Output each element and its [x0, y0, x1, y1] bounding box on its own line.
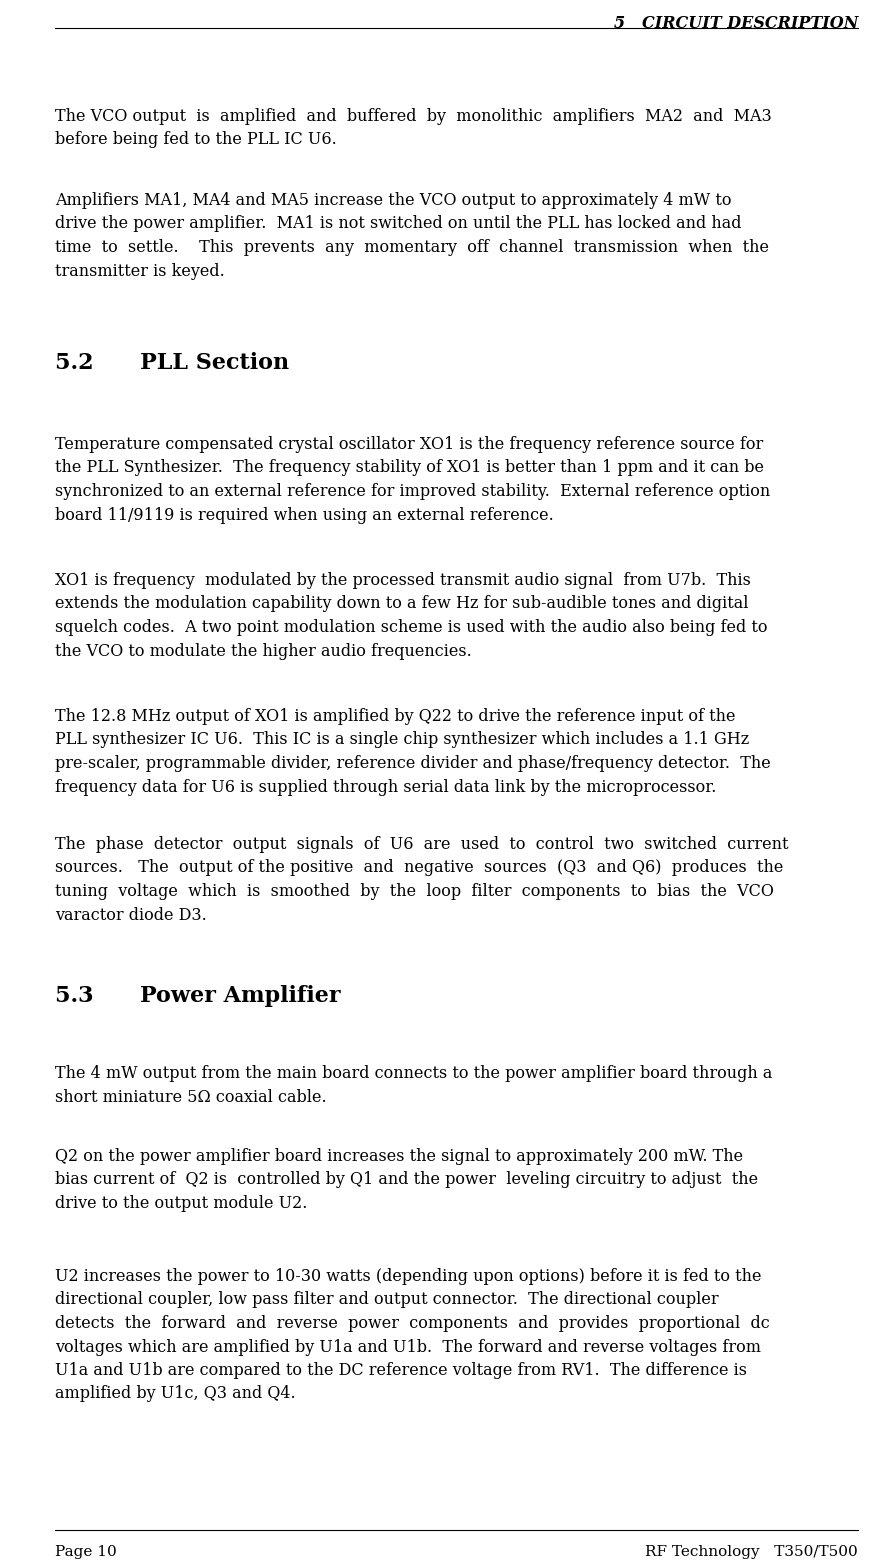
Text: 5.2      PLL Section: 5.2 PLL Section: [55, 352, 289, 374]
Text: Amplifiers MA1, MA4 and MA5 increase the VCO output to approximately 4 mW to
dri: Amplifiers MA1, MA4 and MA5 increase the…: [55, 192, 769, 280]
Text: Q2 on the power amplifier board increases the signal to approximately 200 mW. Th: Q2 on the power amplifier board increase…: [55, 1149, 758, 1211]
Text: XO1 is frequency  modulated by the processed transmit audio signal  from U7b.  T: XO1 is frequency modulated by the proces…: [55, 571, 767, 659]
Text: RF Technology   T350/T500: RF Technology T350/T500: [645, 1545, 858, 1559]
Text: The VCO output  is  amplified  and  buffered  by  monolithic  amplifiers  MA2  a: The VCO output is amplified and buffered…: [55, 108, 772, 149]
Text: The 12.8 MHz output of XO1 is amplified by Q22 to drive the reference input of t: The 12.8 MHz output of XO1 is amplified …: [55, 707, 771, 795]
Text: U2 increases the power to 10-30 watts (depending upon options) before it is fed : U2 increases the power to 10-30 watts (d…: [55, 1268, 770, 1402]
Text: The  phase  detector  output  signals  of  U6  are  used  to  control  two  swit: The phase detector output signals of U6 …: [55, 836, 789, 923]
Text: Page 10: Page 10: [55, 1545, 117, 1559]
Text: 5   CIRCUIT DESCRIPTION: 5 CIRCUIT DESCRIPTION: [614, 16, 858, 31]
Text: The 4 mW output from the main board connects to the power amplifier board throug: The 4 mW output from the main board conn…: [55, 1066, 772, 1105]
Text: 5.3      Power Amplifier: 5.3 Power Amplifier: [55, 984, 340, 1006]
Text: Temperature compensated crystal oscillator XO1 is the frequency reference source: Temperature compensated crystal oscillat…: [55, 437, 770, 524]
